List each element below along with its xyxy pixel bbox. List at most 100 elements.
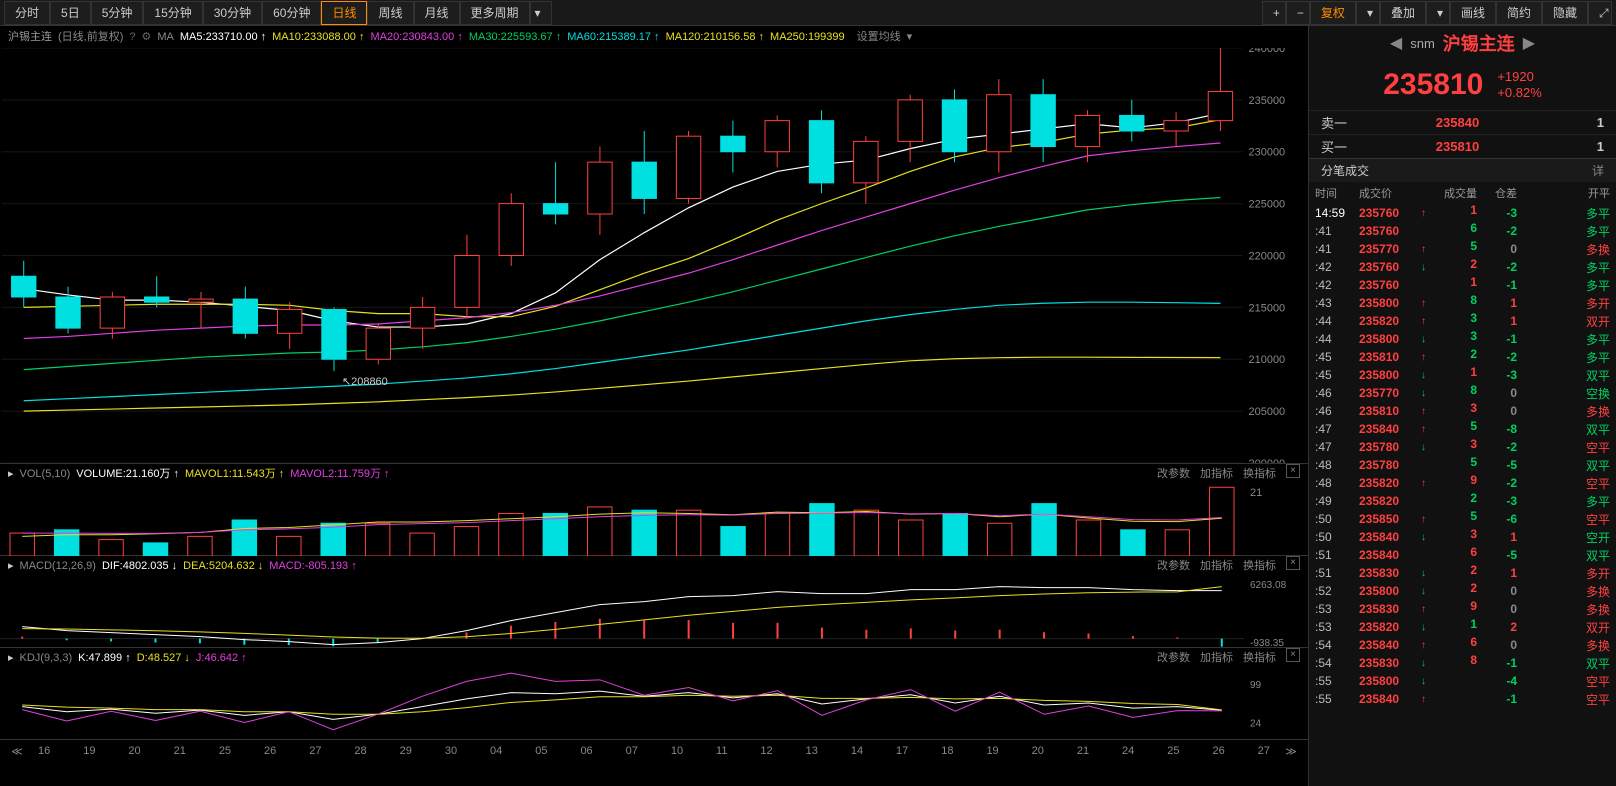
period-btn-5[interactable]: 60分钟 <box>262 1 321 25</box>
panel-action[interactable]: 改参数 <box>1157 648 1190 668</box>
ask-qty: 1 <box>1564 115 1604 130</box>
indicator-value: DEA:5204.632 ↓ <box>183 560 263 572</box>
indicator-value: MACD:-805.193 ↑ <box>269 560 356 572</box>
panel-action[interactable]: 换指标 <box>1243 648 1276 668</box>
symbol-title: 沪锡主连 <box>8 26 52 48</box>
kdj-chart[interactable]: 2499 <box>0 668 1308 740</box>
period-btn-0[interactable]: 分时 <box>4 1 50 25</box>
date-label: 21 <box>1077 745 1089 757</box>
panel-action[interactable]: 改参数 <box>1157 464 1190 484</box>
svg-text:21: 21 <box>1250 487 1262 499</box>
date-label: 24 <box>1122 745 1134 757</box>
indicator-value: J:46.642 ↑ <box>196 652 247 664</box>
toolbar-action-6[interactable]: 隐藏 <box>1542 1 1588 25</box>
toolbar-action-1[interactable]: − <box>1286 1 1310 25</box>
period-more-dropdown[interactable]: ▾ <box>530 1 552 25</box>
bid-price: 235810 <box>1363 139 1552 154</box>
macd-chart[interactable]: 6263.08-938.35 <box>0 576 1308 648</box>
period-btn-8[interactable]: 月线 <box>414 1 460 25</box>
panel-action[interactable]: 换指标 <box>1243 556 1276 576</box>
kdj-title: KDJ(9,3,3) <box>20 648 73 668</box>
date-label: 30 <box>445 745 457 757</box>
svg-text:99: 99 <box>1250 680 1262 691</box>
top-toolbar: 分时5日5分钟15分钟30分钟60分钟日线周线月线更多周期 ▾ +−复权▾叠加▾… <box>0 0 1616 26</box>
gear-icon[interactable]: ⚙ <box>142 26 152 48</box>
toolbar-action-0[interactable]: + <box>1262 1 1286 25</box>
volume-chart[interactable]: 21 <box>0 484 1308 556</box>
scroll-right-icon[interactable]: ≫ <box>1282 745 1300 758</box>
period-btn-3[interactable]: 15分钟 <box>143 1 202 25</box>
panel-expand-icon[interactable]: ▸ <box>8 464 14 484</box>
date-label: 13 <box>806 745 818 757</box>
date-label: 21 <box>174 745 186 757</box>
next-symbol-icon[interactable]: ▶ <box>1523 33 1535 53</box>
close-icon[interactable]: × <box>1286 464 1300 478</box>
svg-text:-938.35: -938.35 <box>1250 638 1284 648</box>
symbol-name: 沪锡主连 <box>1443 30 1515 56</box>
candlestick-chart[interactable]: 2000002050002100002150002200002250002300… <box>0 48 1308 463</box>
period-btn-2[interactable]: 5分钟 <box>91 1 144 25</box>
indicator-value: MA <box>157 31 174 43</box>
ma-dropdown-icon[interactable]: ▾ <box>907 26 913 48</box>
trade-row: :55235840↑8-1空平 <box>1309 690 1616 708</box>
kdj-panel: ▸ KDJ(9,3,3) K:47.899 ↑D:48.527 ↓J:46.64… <box>0 648 1308 740</box>
date-label: 26 <box>264 745 276 757</box>
date-label: 07 <box>626 745 638 757</box>
bid-qty: 1 <box>1564 139 1604 154</box>
svg-text:225000: 225000 <box>1249 199 1286 211</box>
panel-expand-icon[interactable]: ▸ <box>8 556 14 576</box>
scroll-left-icon[interactable]: ≪ <box>8 745 26 758</box>
toolbar-dropdown-3[interactable]: ▾ <box>1426 1 1450 25</box>
indicator-value: MAVOL2:11.759万 ↑ <box>290 468 389 480</box>
last-price: 235810 +1920 +0.82% <box>1309 60 1616 110</box>
panel-action[interactable]: 换指标 <box>1243 464 1276 484</box>
date-label: 20 <box>1032 745 1044 757</box>
date-label: 26 <box>1212 745 1224 757</box>
trade-col: 开平 <box>1517 185 1610 201</box>
toolbar-action-3[interactable]: 叠加 <box>1380 1 1426 25</box>
date-label: 04 <box>490 745 502 757</box>
help-icon[interactable]: ? <box>129 26 135 48</box>
trade-col: 仓差 <box>1477 185 1517 201</box>
toolbar-dropdown-2[interactable]: ▾ <box>1356 1 1380 25</box>
date-label: 19 <box>986 745 998 757</box>
date-label: 12 <box>760 745 772 757</box>
panel-action[interactable]: 加指标 <box>1200 464 1233 484</box>
toolbar-action-2[interactable]: 复权 <box>1310 1 1356 25</box>
indicator-value: MA10:233088.00 ↑ <box>272 31 364 43</box>
svg-text:220000: 220000 <box>1249 250 1286 262</box>
close-icon[interactable]: × <box>1286 556 1300 570</box>
panel-action[interactable]: 加指标 <box>1200 556 1233 576</box>
macd-title: MACD(12,26,9) <box>20 556 96 576</box>
trade-col: 成交价 <box>1359 185 1421 201</box>
close-icon[interactable]: × <box>1286 648 1300 662</box>
price-change: +1920 <box>1497 69 1541 85</box>
panel-expand-icon[interactable]: ▸ <box>8 648 14 668</box>
ask-price: 235840 <box>1363 115 1552 130</box>
indicator-value: DIF:4802.035 ↓ <box>102 560 177 572</box>
panel-action[interactable]: 改参数 <box>1157 556 1190 576</box>
date-label: 06 <box>580 745 592 757</box>
prev-symbol-icon[interactable]: ◀ <box>1390 33 1402 53</box>
svg-text:215000: 215000 <box>1249 302 1286 314</box>
period-btn-6[interactable]: 日线 <box>321 1 367 25</box>
date-axis: ≪ 16192021252627282930040506071011121314… <box>0 740 1308 762</box>
toolbar-action-7[interactable]: ⤢ <box>1588 1 1612 25</box>
ask-label: 卖一 <box>1321 113 1351 132</box>
date-label: 19 <box>83 745 95 757</box>
toolbar-action-5[interactable]: 简约 <box>1496 1 1542 25</box>
period-btn-7[interactable]: 周线 <box>367 1 413 25</box>
toolbar-action-4[interactable]: 画线 <box>1450 1 1496 25</box>
period-btn-4[interactable]: 30分钟 <box>203 1 262 25</box>
period-btn-1[interactable]: 5日 <box>50 1 91 25</box>
period-btn-9[interactable]: 更多周期 <box>460 1 530 25</box>
trade-col: 成交量 <box>1421 185 1477 201</box>
date-label: 27 <box>309 745 321 757</box>
ma-settings-link[interactable]: 设置均线 <box>857 26 901 48</box>
ma-header: 沪锡主连 (日线,前复权) ? ⚙ MAMA5:233710.00 ↑MA10:… <box>0 26 1308 48</box>
trades-detail-link[interactable]: 详 <box>1592 159 1604 182</box>
svg-text:210000: 210000 <box>1249 354 1286 366</box>
panel-action[interactable]: 加指标 <box>1200 648 1233 668</box>
svg-text:235000: 235000 <box>1249 95 1286 107</box>
svg-text:↖208860: ↖208860 <box>342 376 388 388</box>
